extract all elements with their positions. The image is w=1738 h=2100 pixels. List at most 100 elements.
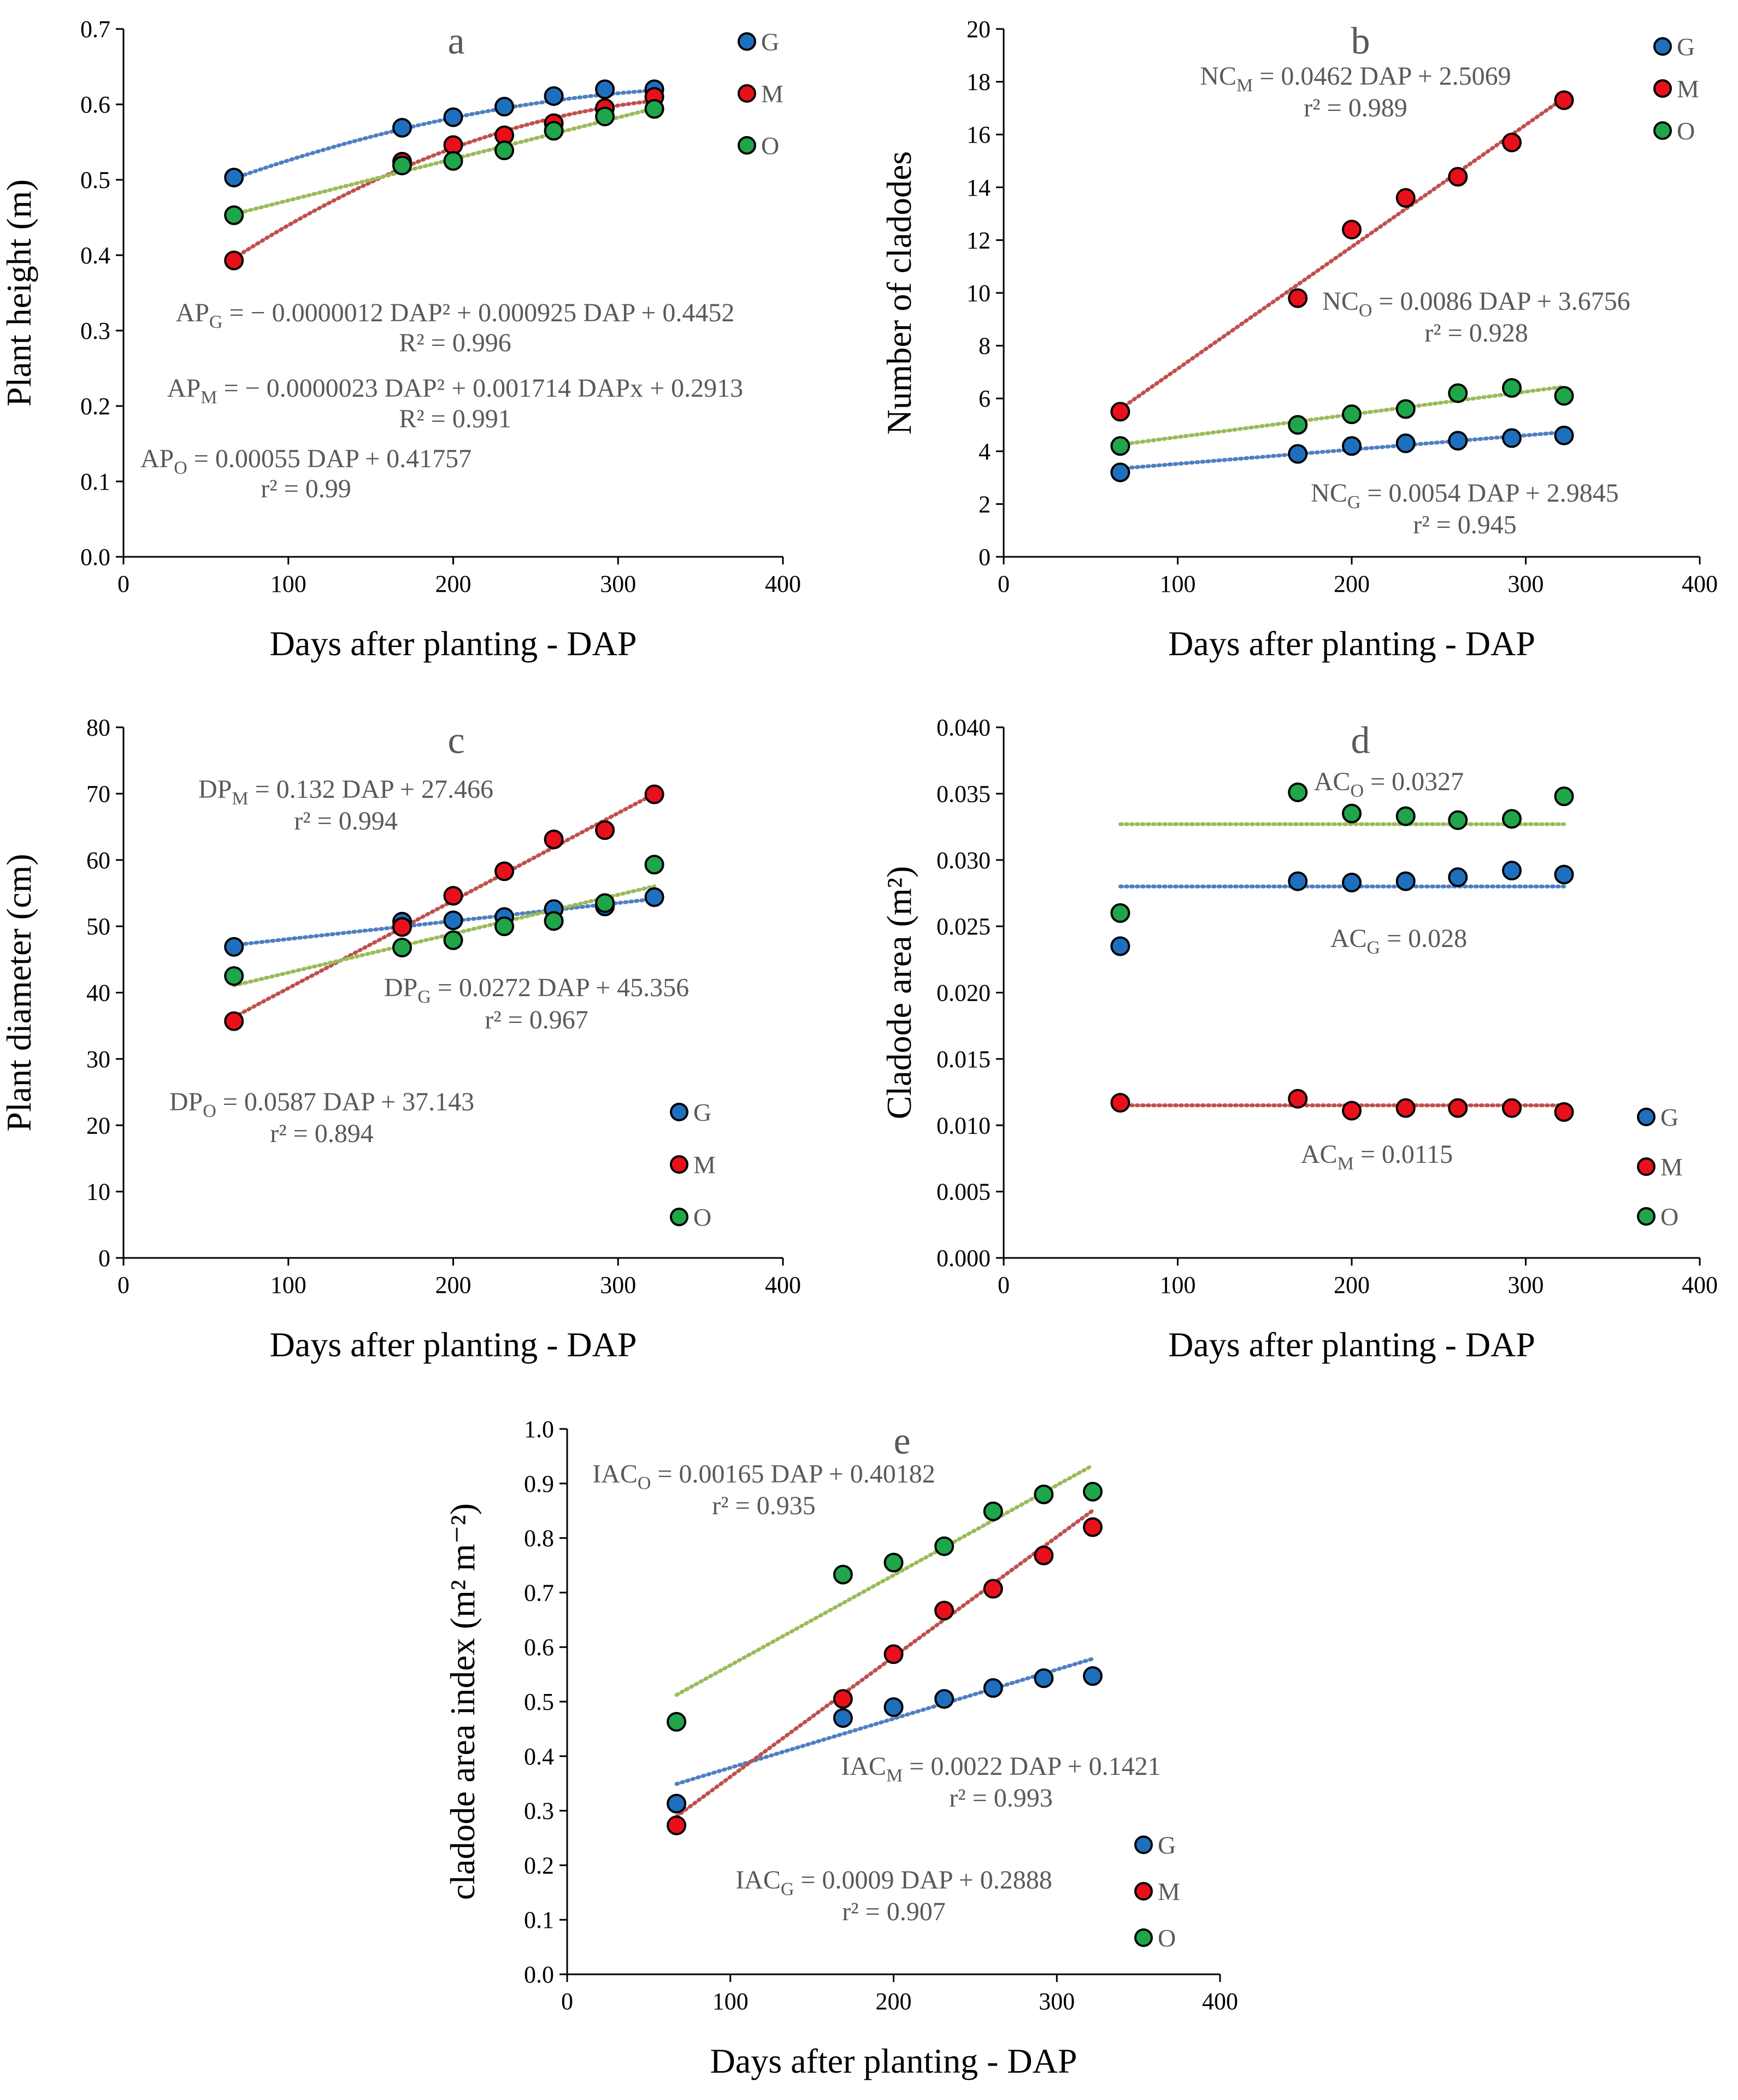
x-axis-title: Days after planting - DAP — [270, 624, 637, 663]
point-M — [1082, 1517, 1103, 1537]
y-tick-label: 0.020 — [936, 980, 991, 1007]
y-tick-label: 0.8 — [524, 1525, 554, 1552]
x-tick-label: 100 — [1160, 570, 1196, 597]
x-axis-title: Days after planting - DAP — [1168, 1325, 1535, 1364]
y-tick-label: 1.0 — [524, 1416, 554, 1443]
r-squared-G: r² = 0.945 — [1413, 510, 1516, 539]
point-G — [392, 117, 412, 138]
y-tick-label: 0.9 — [524, 1470, 554, 1497]
point-O — [1395, 806, 1416, 826]
legend-marker-M — [1134, 1882, 1153, 1901]
point-M — [595, 820, 615, 840]
point-M — [1110, 402, 1130, 422]
y-tick-label: 0.040 — [936, 714, 991, 741]
legend-marker-G — [1134, 1836, 1153, 1854]
point-M — [224, 1011, 244, 1031]
point-M — [1288, 288, 1308, 308]
point-G — [1034, 1668, 1054, 1689]
y-tick-label: 0.6 — [80, 91, 110, 118]
y-tick-label: 0.025 — [936, 913, 991, 940]
legend-label-G: G — [693, 1098, 711, 1126]
point-G — [224, 167, 244, 187]
point-M — [1110, 1092, 1130, 1113]
y-tick-label: 80 — [86, 714, 110, 741]
legend-label-M: M — [1158, 1878, 1180, 1905]
legend-marker-M — [670, 1155, 688, 1174]
legend-marker-G — [1653, 37, 1672, 56]
point-M — [1395, 188, 1416, 208]
point-G — [1110, 936, 1130, 956]
point-O — [934, 1536, 955, 1556]
trendline-G — [674, 1657, 1095, 1786]
point-G — [544, 86, 564, 106]
equation-O: ACO = 0.0327 — [1314, 767, 1464, 801]
point-O — [494, 916, 515, 937]
point-G — [1395, 433, 1416, 454]
point-O — [595, 893, 615, 913]
y-tick-label: 10 — [967, 280, 991, 307]
point-O — [1288, 782, 1308, 802]
legend-marker-O — [670, 1208, 688, 1226]
r-squared-O: r² = 0.894 — [270, 1119, 373, 1148]
point-G — [224, 937, 244, 957]
y-tick-label: 8 — [979, 333, 991, 360]
y-tick-label: 0.005 — [936, 1179, 991, 1205]
trendline-O — [674, 1463, 1095, 1697]
trendline-M — [1118, 96, 1566, 411]
x-axis-title: Days after planting - DAP — [1168, 624, 1535, 663]
y-tick-label: 0.1 — [80, 468, 110, 495]
y-tick-label: 0.030 — [936, 847, 991, 874]
point-O — [1342, 404, 1362, 425]
point-O — [1082, 1481, 1103, 1502]
y-tick-label: 4 — [979, 438, 991, 465]
trendline-M — [674, 1508, 1095, 1819]
y-tick-label: 0 — [98, 1245, 110, 1272]
y-tick-label: 50 — [86, 913, 110, 940]
point-G — [1288, 871, 1308, 891]
x-tick-label: 300 — [600, 1272, 636, 1298]
equation-G: DPG = 0.0272 DAP + 45.356 — [384, 973, 689, 1007]
legend-label-O: O — [1158, 1924, 1176, 1952]
panel-letter: a — [447, 20, 464, 62]
y-tick-label: 14 — [967, 174, 991, 201]
equation-G: NCG = 0.0054 DAP + 2.9845 — [1311, 479, 1619, 513]
y-axis-title: cladode area index (m² m⁻²) — [443, 1503, 482, 1900]
x-tick-label: 200 — [435, 1272, 472, 1298]
point-O — [224, 966, 244, 986]
y-tick-label: 0.7 — [524, 1579, 554, 1606]
y-tick-label: 0.5 — [80, 167, 110, 193]
r-squared-O: r² = 0.928 — [1424, 319, 1528, 348]
point-G — [883, 1697, 904, 1717]
point-O — [983, 1501, 1003, 1521]
y-tick-label: 0.000 — [936, 1245, 991, 1272]
legend-marker-O — [1653, 121, 1672, 140]
point-O — [644, 855, 664, 875]
x-tick-label: 400 — [1202, 1988, 1238, 2015]
point-O — [1448, 383, 1468, 403]
point-M — [1034, 1545, 1054, 1566]
legend-marker-O — [1134, 1928, 1153, 1947]
point-M — [1554, 1102, 1574, 1122]
point-O — [1288, 415, 1308, 435]
point-O — [1395, 399, 1416, 419]
legend-label-G: G — [1660, 1103, 1678, 1131]
y-axis-title: Plant height (m) — [0, 179, 38, 407]
point-M — [392, 917, 412, 937]
x-tick-label: 100 — [270, 1272, 307, 1298]
y-tick-label: 0.010 — [936, 1112, 991, 1139]
point-G — [443, 910, 463, 931]
x-axis-title: Days after planting - DAP — [270, 1325, 637, 1364]
x-tick-label: 400 — [1682, 1272, 1718, 1298]
legend-label-M: M — [1677, 75, 1699, 103]
point-M — [1448, 1098, 1468, 1118]
equation-M: ACM = 0.0115 — [1301, 1140, 1453, 1174]
point-G — [1395, 871, 1416, 891]
legend-marker-O — [738, 136, 756, 155]
point-M — [644, 784, 664, 804]
legend-label-O: O — [693, 1203, 711, 1231]
point-G — [1554, 864, 1574, 885]
equation-G: ACG = 0.028 — [1330, 924, 1467, 958]
y-tick-label: 0.4 — [80, 242, 110, 269]
y-axis-title: Plant diameter (cm) — [0, 854, 38, 1131]
